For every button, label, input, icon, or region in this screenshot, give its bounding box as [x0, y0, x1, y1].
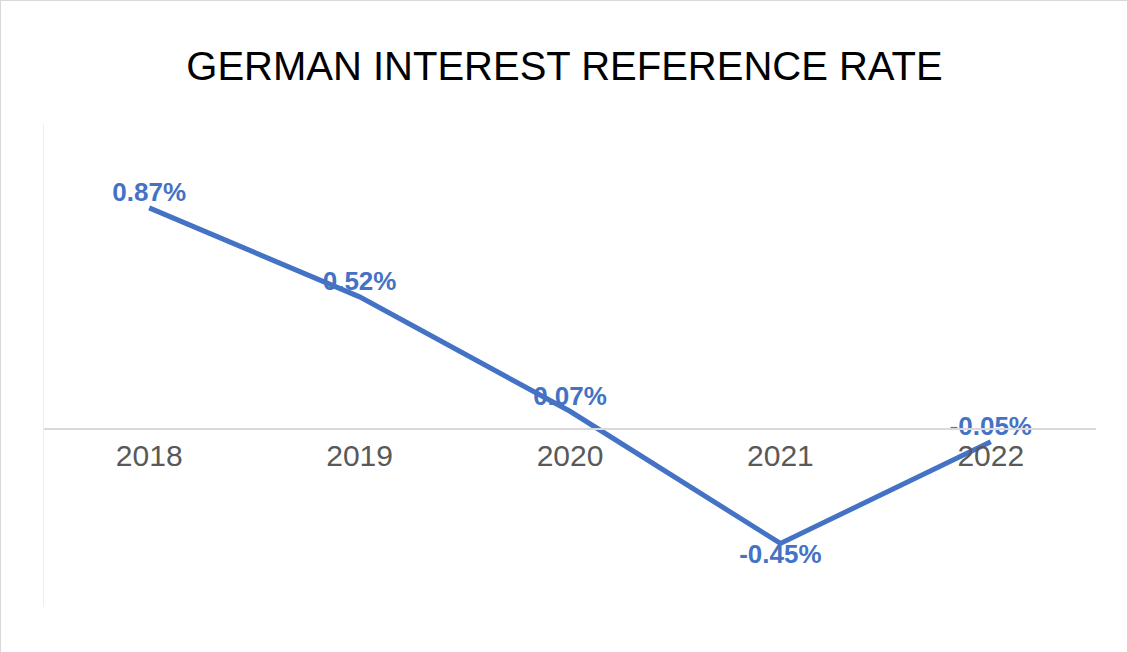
svg-text:-0.45%: -0.45%: [739, 539, 821, 569]
svg-text:2018: 2018: [116, 439, 183, 472]
svg-text:0.52%: 0.52%: [323, 266, 397, 296]
svg-text:2020: 2020: [537, 439, 604, 472]
svg-text:GERMAN INTEREST REFERENCE RATE: GERMAN INTEREST REFERENCE RATE: [186, 44, 942, 88]
svg-text:2022: 2022: [957, 439, 1024, 472]
svg-text:0.07%: 0.07%: [533, 381, 607, 411]
svg-text:-0.05%: -0.05%: [950, 411, 1032, 441]
svg-text:2021: 2021: [747, 439, 814, 472]
svg-text:0.87%: 0.87%: [112, 177, 186, 207]
svg-text:2019: 2019: [326, 439, 393, 472]
